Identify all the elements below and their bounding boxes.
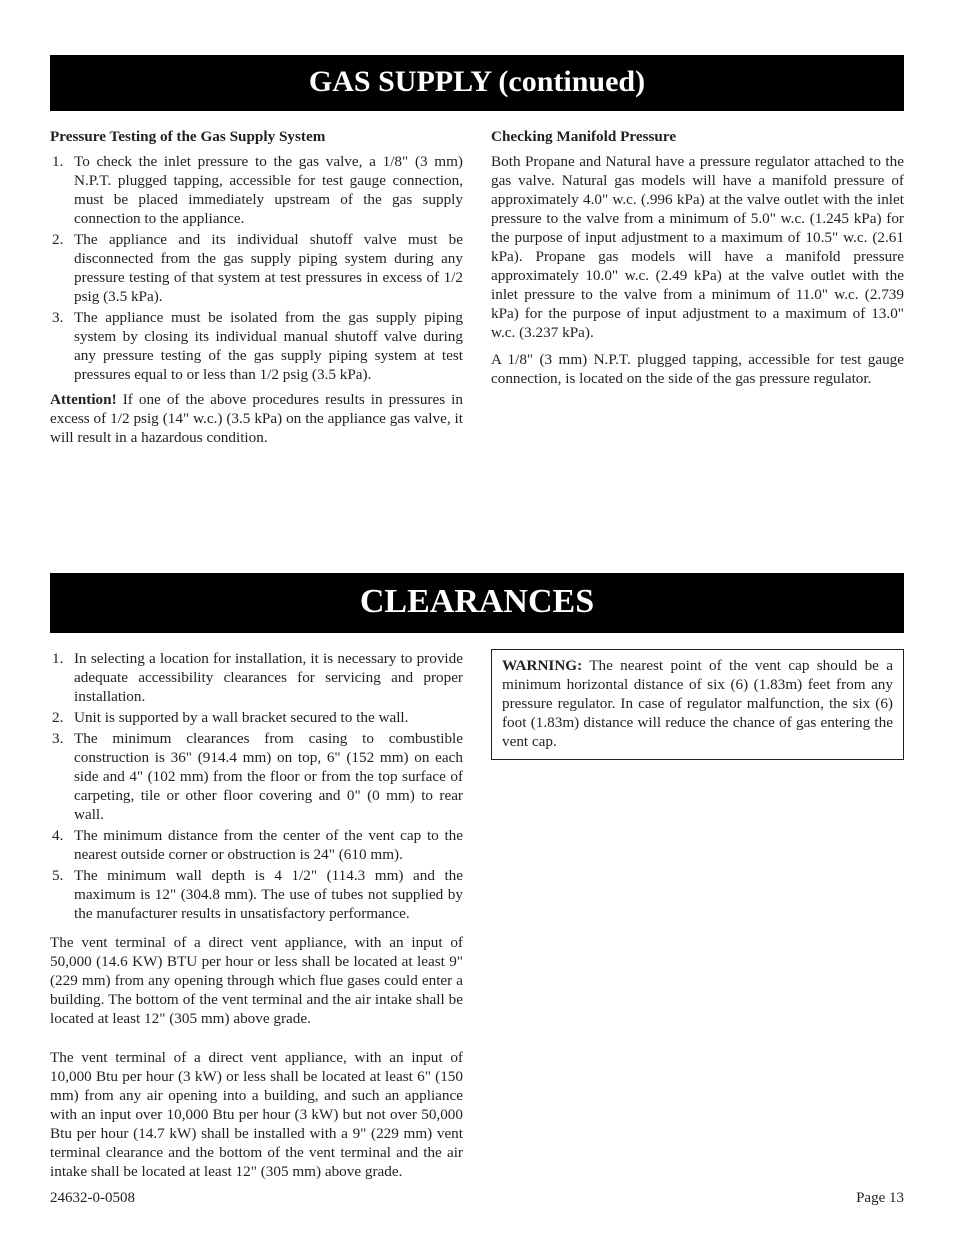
attention-paragraph: Attention! If one of the above procedure… [50, 390, 463, 447]
list-text: The minimum distance from the center of … [74, 826, 463, 864]
warning-label: WARNING: [502, 657, 582, 674]
list-text: To check the inlet pressure to the gas v… [74, 152, 463, 228]
clear-left-col: 1.In selecting a location for installati… [50, 649, 463, 1187]
list-item: 3.The minimum clearances from casing to … [50, 729, 463, 824]
list-text: The minimum wall depth is 4 1/2" (114.3 … [74, 866, 463, 923]
list-item: 2.The appliance and its individual shuto… [50, 230, 463, 306]
list-num: 1. [50, 152, 74, 228]
list-num: 2. [50, 708, 74, 727]
footer-left: 24632-0-0508 [50, 1190, 135, 1207]
list-num: 1. [50, 649, 74, 706]
gas-left-col: Pressure Testing of the Gas Supply Syste… [50, 127, 463, 453]
gas-right-p1: Both Propane and Natural have a pressure… [491, 152, 904, 342]
list-num: 3. [50, 308, 74, 384]
list-text: In selecting a location for installation… [74, 649, 463, 706]
footer-right: Page 13 [856, 1190, 904, 1207]
clear-columns: 1.In selecting a location for installati… [50, 649, 904, 1187]
list-text: Unit is supported by a wall bracket secu… [74, 708, 463, 727]
list-num: 3. [50, 729, 74, 824]
warning-box: WARNING: The nearest point of the vent c… [491, 649, 904, 760]
gas-left-heading: Pressure Testing of the Gas Supply Syste… [50, 127, 463, 146]
list-text: The appliance and its individual shutoff… [74, 230, 463, 306]
gas-right-heading: Checking Manifold Pressure [491, 127, 904, 146]
list-item: 2.Unit is supported by a wall bracket se… [50, 708, 463, 727]
section-banner-clearances: CLEARANCES [50, 573, 904, 633]
clear-right-col: WARNING: The nearest point of the vent c… [491, 649, 904, 1187]
list-item: 4.The minimum distance from the center o… [50, 826, 463, 864]
gas-right-col: Checking Manifold Pressure Both Propane … [491, 127, 904, 453]
list-item: 1.To check the inlet pressure to the gas… [50, 152, 463, 228]
list-text: The appliance must be isolated from the … [74, 308, 463, 384]
list-item: 3.The appliance must be isolated from th… [50, 308, 463, 384]
section-banner-gas: GAS SUPPLY (continued) [50, 55, 904, 111]
banner-clear-text: CLEARANCES [360, 583, 594, 620]
banner-gas-text: GAS SUPPLY (continued) [309, 65, 645, 98]
clear-left-p2: The vent terminal of a direct vent appli… [50, 1048, 463, 1181]
clear-left-p1: The vent terminal of a direct vent appli… [50, 933, 463, 1028]
page: GAS SUPPLY (continued) Pressure Testing … [0, 0, 954, 1235]
clear-left-list: 1.In selecting a location for installati… [50, 649, 463, 923]
gas-left-list: 1.To check the inlet pressure to the gas… [50, 152, 463, 384]
list-num: 4. [50, 826, 74, 864]
list-text: The minimum clearances from casing to co… [74, 729, 463, 824]
gas-right-p2: A 1/8" (3 mm) N.P.T. plugged tapping, ac… [491, 350, 904, 388]
footer: 24632-0-0508 Page 13 [50, 1190, 904, 1207]
gas-columns: Pressure Testing of the Gas Supply Syste… [50, 127, 904, 453]
attention-label: Attention! [50, 391, 117, 408]
list-item: 1.In selecting a location for installati… [50, 649, 463, 706]
list-num: 5. [50, 866, 74, 923]
list-num: 2. [50, 230, 74, 306]
list-item: 5.The minimum wall depth is 4 1/2" (114.… [50, 866, 463, 923]
